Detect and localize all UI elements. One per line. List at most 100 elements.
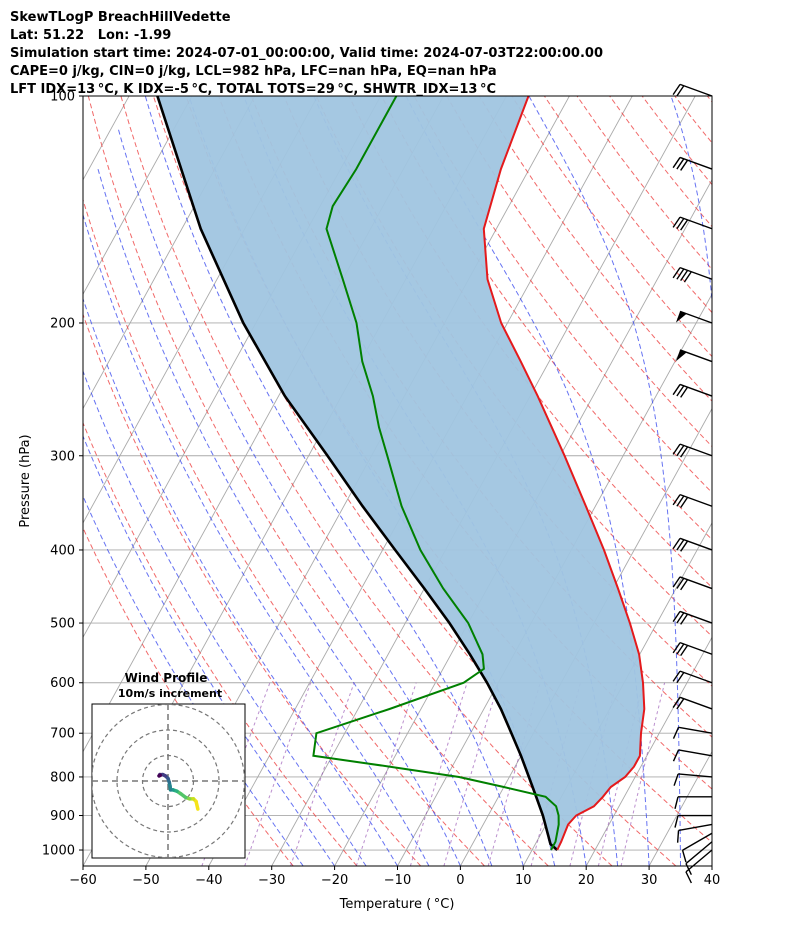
wind-barb [672, 383, 713, 398]
profile-lines [156, 96, 646, 851]
x-axis-label: Temperature ( °C) [339, 897, 455, 912]
axes: −60 −50 −40 −30 −20 −10 0 10 20 30 40 1000 900 800 700… [42, 90, 720, 889]
wind-barb [672, 696, 713, 710]
moist-adiabat-line [83, 297, 398, 866]
wind-barb [675, 349, 713, 363]
wind-barb [681, 832, 713, 863]
wind-barb [672, 670, 713, 684]
wind-barb [672, 493, 713, 508]
y-tick-label: 400 [50, 543, 75, 558]
wind-barb [674, 814, 712, 828]
moist-adiabat-line [83, 369, 367, 866]
y-axis-label: Pressure (hPa) [18, 434, 33, 527]
moist-adiabat-line [144, 96, 524, 866]
wind-barb [675, 310, 713, 324]
wind-barb [674, 796, 712, 809]
mixing-ratio-line [290, 682, 355, 866]
x-tick-label: 0 [456, 873, 464, 888]
wind-barb [672, 156, 713, 171]
dry-adiabat-line [83, 526, 294, 866]
x-tick-label: 30 [641, 873, 658, 888]
dewpoint-profile-line [312, 96, 560, 851]
x-tick-label: −60 [69, 873, 96, 888]
y-tick-label: 1000 [42, 844, 75, 859]
dry-adiabat-line [120, 96, 613, 866]
isotherm-line [83, 96, 193, 296]
wind-barb [672, 749, 713, 762]
y-tick-label: 500 [50, 617, 75, 632]
mixing-ratio-line [620, 682, 666, 866]
cin-shaded-area [157, 96, 645, 850]
moist-adiabat-line [405, 96, 650, 866]
wind-barbs [672, 83, 713, 884]
dry-adiabat-line [674, 96, 712, 144]
moist-adiabat-line [528, 96, 681, 866]
temperature-profile-line [482, 96, 646, 851]
mixing-ratio-line [409, 682, 468, 866]
dry-adiabat-line [641, 96, 712, 186]
params-line: CAPE=0 j/kg, CIN=0 j/kg, LCL=982 hPa, LF… [10, 64, 497, 79]
hodograph-subtitle: 10m/s increment [118, 687, 222, 700]
y-tick-label: 900 [50, 809, 75, 824]
x-tick-label: −10 [384, 873, 411, 888]
y-tick-label: 200 [50, 316, 75, 331]
mixing-ratio-line [443, 682, 500, 866]
isotherm-line [775, 96, 794, 866]
isotherm-line [711, 865, 712, 866]
wind-barb [685, 849, 713, 884]
y-tick-label: 600 [50, 676, 75, 691]
dry-adiabat-line [83, 198, 485, 866]
isotherm-line [0, 96, 66, 866]
wind-barb [672, 641, 713, 656]
mixing-ratio-line [530, 682, 581, 866]
isotherm-line [0, 96, 3, 866]
wind-barb [672, 266, 713, 283]
wind-barb [673, 773, 713, 786]
dry-adiabat-line [83, 312, 422, 866]
moist-adiabat-line [83, 494, 304, 866]
wind-barb [685, 841, 713, 876]
dry-adiabat-line [381, 96, 712, 541]
x-tick-label: −40 [195, 873, 222, 888]
wind-barb [672, 443, 713, 458]
dry-adiabat-line [413, 96, 712, 494]
mixing-ratio-line [597, 682, 644, 866]
hodograph: Wind Profile 10m/s increment [91, 671, 246, 859]
wind-barb [676, 823, 713, 843]
moist-adiabat-line [97, 168, 461, 866]
moist-adiabat-line [83, 213, 430, 866]
title-block: SkewTLogP BreachHillVedette Lat: 51.22 L… [10, 9, 603, 99]
x-tick-label: −20 [321, 873, 348, 888]
isotherm-line [648, 750, 712, 866]
wind-barb [672, 83, 713, 97]
dry-adiabat-line [706, 96, 712, 103]
hodograph-title: Wind Profile [125, 671, 208, 685]
x-tick-label: 20 [578, 873, 595, 888]
y-tick-label: 700 [50, 727, 75, 742]
dry-adiabat-line [87, 96, 549, 866]
moist-adiabat-line [117, 127, 493, 866]
y-tick-label: 100 [50, 90, 75, 105]
mixing-ratio-line [569, 682, 618, 866]
parcel-profile-line [156, 96, 559, 851]
hodograph-segment [157, 773, 163, 778]
wind-barb [672, 610, 713, 625]
y-tick-label: 300 [50, 449, 75, 464]
x-tick-label: 40 [704, 873, 721, 888]
mixing-ratio-line [244, 682, 312, 866]
dry-adiabat-line [152, 96, 677, 866]
indices-line: LFT IDX=13 °C, K IDX=-5 °C, TOTAL TOTS=2… [10, 82, 497, 97]
isotherm-line [83, 96, 256, 410]
x-tick-label: 10 [515, 873, 532, 888]
time-line: Simulation start time: 2024-07-01_00:00:… [10, 46, 603, 61]
mixing-ratio-line [355, 682, 417, 866]
wind-barb [672, 216, 713, 231]
dry-adiabat-line [348, 96, 712, 589]
moist-adiabat-line [83, 434, 336, 866]
wind-barb [672, 537, 713, 552]
wind-barb [672, 726, 713, 739]
x-tick-label: −30 [258, 873, 285, 888]
x-tick-label: −50 [132, 873, 159, 888]
y-tick-label: 800 [50, 770, 75, 785]
